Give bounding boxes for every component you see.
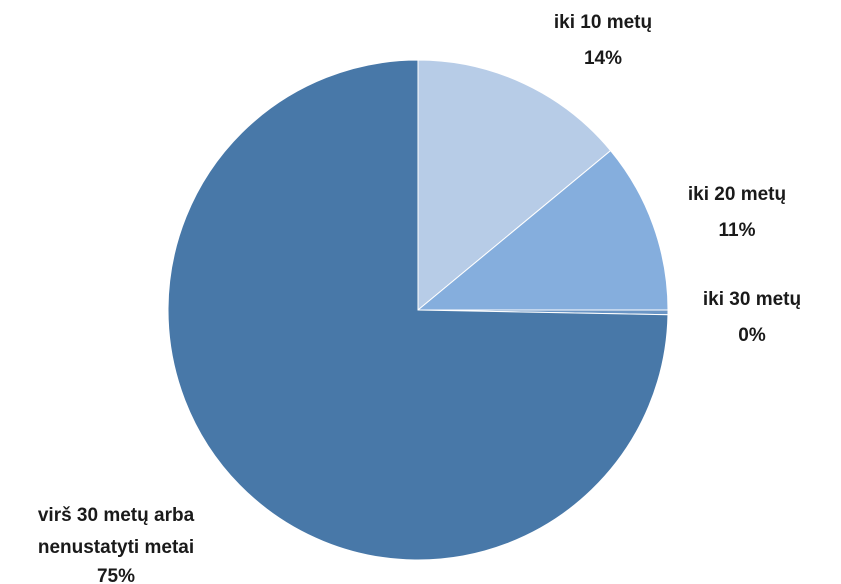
slice-label-percent: 0% <box>738 325 766 346</box>
slice-label-name-line1: virš 30 metų arba <box>38 505 195 526</box>
slice-label-name-line2: nenustatyti metai <box>38 537 194 558</box>
pie-slice-1 <box>416 149 669 311</box>
slice-label-name: iki 10 metų <box>554 12 652 33</box>
pie-slice-0 <box>417 59 612 312</box>
label-iki-30-metu: iki 30 metų 0% <box>703 289 801 346</box>
label-virs-30-metu: virš 30 metų arba nenustatyti metai 75% <box>38 505 195 584</box>
slice-label-name: iki 30 metų <box>703 289 801 310</box>
slice-label-percent: 14% <box>584 48 622 69</box>
slice-label-percent: 75% <box>97 566 135 584</box>
pie-slices <box>167 59 669 561</box>
label-iki-20-metu: iki 20 metų 11% <box>688 184 786 241</box>
slice-label-name: iki 20 metų <box>688 184 786 205</box>
label-iki-10-metu: iki 10 metų 14% <box>554 12 652 69</box>
slice-label-percent: 11% <box>719 220 756 241</box>
pie-slice-3 <box>167 59 669 561</box>
